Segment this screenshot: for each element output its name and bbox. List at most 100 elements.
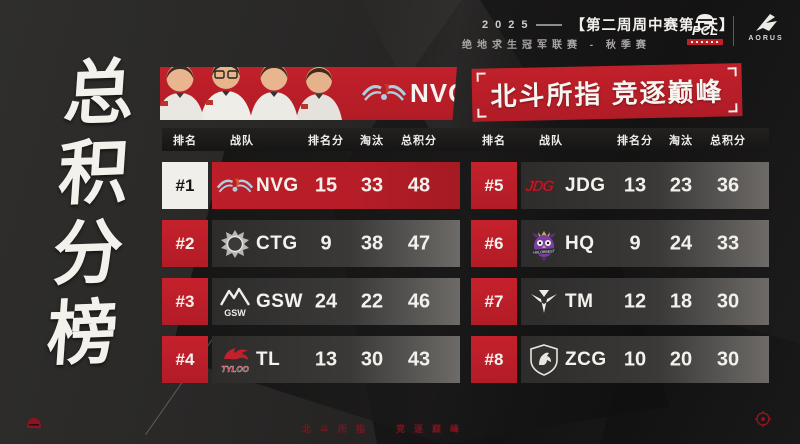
zcg-logo-icon [525, 339, 563, 381]
pcl-helmet-icon [696, 14, 714, 23]
slogan-text: 北斗所指 竞逐巅峰 [490, 76, 724, 112]
aorus-falcon-icon [756, 14, 777, 31]
team-name: TM [565, 290, 594, 312]
right-table-header: 排名 战队 排名分 淘汰 总积分 [471, 128, 769, 151]
elimination-points: 30 [360, 348, 384, 370]
event-header: 2025 【第二周周中赛第1天】 绝地求生冠军联赛 - 秋季赛 PCL AORU… [450, 8, 795, 56]
team-name: CTG [256, 232, 298, 254]
corner-bracket [476, 72, 486, 82]
elimination-points: 18 [669, 290, 693, 312]
table-row: #8 ZCG 10 20 30 [471, 336, 769, 383]
event-year: 2025 [482, 18, 535, 31]
placement-points: 13 [623, 174, 647, 196]
gsw-logo-icon: GSW [216, 281, 254, 323]
jdg-logo-icon: JDG [525, 165, 563, 207]
placement-points: 10 [623, 348, 647, 370]
corner-bracket [728, 103, 738, 113]
placement-points: 12 [623, 290, 647, 312]
column-placement: 排名分 [617, 134, 653, 147]
player-avatar [296, 67, 342, 120]
total-points: 30 [716, 348, 740, 370]
column-rank: 排名 [173, 134, 197, 147]
column-total: 总积分 [710, 134, 746, 147]
footer-slogan: 北斗所指 竞逐巅峰 [230, 422, 540, 435]
column-team: 战队 [230, 134, 254, 147]
placement-points: 15 [314, 174, 338, 196]
total-points: 48 [407, 174, 431, 196]
elimination-points: 38 [360, 232, 384, 254]
table-row: #4 TYLOO TL 13 30 43 [162, 336, 460, 383]
column-placement: 排名分 [308, 134, 344, 147]
table-row: #1 NVG 15 33 48 [162, 162, 460, 209]
total-points: 33 [716, 232, 740, 254]
team-name: NVG [256, 174, 299, 196]
hq-owl-logo-icon: HALOBBEST [525, 223, 563, 265]
table-row: #6 HALOBBEST HQ 9 24 33 [471, 220, 769, 267]
table-row: #3 GSW GSW 24 22 46 [162, 278, 460, 325]
svg-text:JDG: JDG [525, 178, 556, 195]
pcl-red-bar [687, 39, 723, 45]
placement-points: 13 [314, 348, 338, 370]
elimination-points: 23 [669, 174, 693, 196]
column-rank: 排名 [482, 134, 506, 147]
column-elims: 淘汰 [669, 134, 693, 147]
player-avatar [160, 67, 204, 120]
total-points: 47 [407, 232, 431, 254]
pcl-logo-icon: PCL [684, 12, 726, 45]
nvg-wings-icon [362, 84, 406, 101]
table-header-bar: 排名 战队 排名分 淘汰 总积分 排名 战队 排名分 淘汰 总积分 [162, 128, 769, 151]
rank-cell: #5 [471, 162, 517, 209]
elimination-points: 24 [669, 232, 693, 254]
table-row: #5 JDG JDG 13 23 36 [471, 162, 769, 209]
total-points: 43 [407, 348, 431, 370]
page-title: 总积分榜 [34, 54, 136, 378]
table-row: #2 CTG 9 38 47 [162, 220, 460, 267]
tm-logo-icon [525, 281, 563, 323]
elimination-points: 20 [669, 348, 693, 370]
corner-bracket [727, 67, 737, 77]
team-name: HQ [565, 232, 595, 254]
total-points: 36 [716, 174, 740, 196]
match-day-label: 【第二周周中赛第1天】 [570, 18, 735, 34]
featured-team-name: NVG [410, 78, 470, 108]
team-name: ZCG [565, 348, 607, 370]
rank-cell: #1 [162, 162, 208, 209]
slogan-banner: 北斗所指 竞逐巅峰 [471, 63, 743, 122]
svg-text:GSW: GSW [224, 308, 246, 318]
rank-cell: #3 [162, 278, 208, 325]
svg-text:HALOBBEST: HALOBBEST [533, 249, 556, 255]
helmet-icon [27, 418, 41, 428]
tyloo-logo-icon: TYLOO [216, 339, 254, 381]
rank-cell: #6 [471, 220, 517, 267]
player-avatar [250, 67, 298, 120]
nvg-logo-icon [216, 165, 254, 207]
rank-cell: #7 [471, 278, 517, 325]
column-elims: 淘汰 [360, 134, 384, 147]
rank-cell: #8 [471, 336, 517, 383]
team-name: GSW [256, 290, 303, 312]
featured-team-banner: NVG [160, 67, 457, 120]
pcl-wordmark: PCL [692, 23, 718, 38]
league-name: 绝地求生冠军联赛 - 秋季赛 [462, 40, 651, 51]
elimination-points: 22 [360, 290, 384, 312]
svg-text:TYLOO: TYLOO [221, 365, 249, 374]
player-avatars [160, 67, 342, 120]
table-row: #7 TM 12 18 30 [471, 278, 769, 325]
rank-cell: #4 [162, 336, 208, 383]
placement-points: 9 [629, 232, 641, 254]
rank-cell: #2 [162, 220, 208, 267]
total-points: 30 [716, 290, 740, 312]
header-dash [536, 23, 563, 26]
team-name: TL [256, 348, 281, 370]
total-points: 46 [407, 290, 431, 312]
aorus-wordmark: AORUS [748, 35, 784, 42]
placement-points: 24 [314, 290, 338, 312]
logo-divider [733, 16, 734, 46]
ctg-logo-icon [216, 223, 254, 265]
corner-bracket [477, 108, 487, 118]
column-team: 战队 [539, 134, 563, 147]
player-avatar [200, 67, 252, 120]
footer-slogan-part1: 北斗所指 [301, 424, 374, 434]
team-name: JDG [565, 174, 606, 196]
aorus-logo-icon: AORUS [742, 12, 790, 42]
